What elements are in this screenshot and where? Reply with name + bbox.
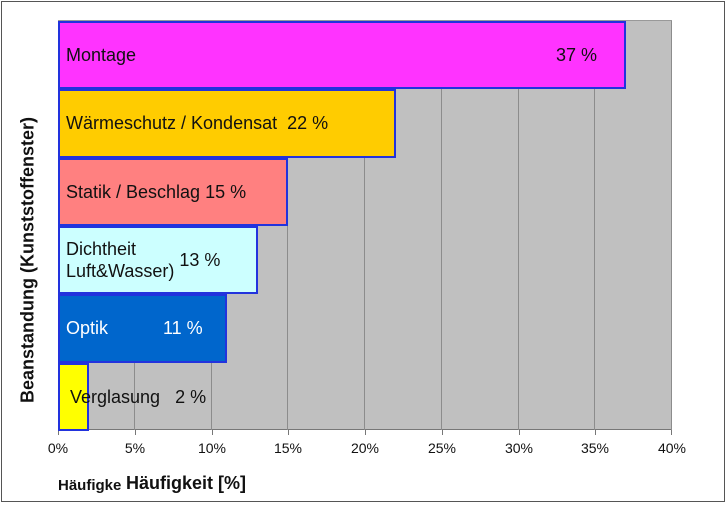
bar-value-label: 2 % [175,386,207,407]
x-tick-label: 0% [47,440,69,456]
gridline [518,21,519,430]
bar-optik [58,294,227,363]
bar-category-label: Verglasung 2 % [70,386,207,407]
x-tick-label: 10% [197,440,227,456]
x-tick-label: 20% [350,440,380,456]
x-tick-label: 30% [504,440,534,456]
x-tick [58,430,59,435]
bar-value-label: 22 % [287,113,329,133]
x-tick [288,430,289,435]
bar-value-label: 37 % [556,44,598,65]
gridline [671,21,672,430]
x-tick [595,430,596,435]
x-tick [671,430,672,435]
bar-value-label: 15 % [205,181,247,202]
gridline [441,21,442,430]
bar-category-label: Optik [66,318,109,338]
x-tick [365,430,366,435]
plot-area: Montage 37 % Wärmeschutz / Kondensat 22 % S… [58,20,672,435]
x-tick [212,430,213,435]
bar-value-label: 13 % [179,250,221,270]
gridline [364,21,365,430]
x-tick-label: 15% [273,440,303,456]
bar-statik-beschlag [58,158,288,226]
gridline [594,21,595,430]
bar-verglasung [58,363,89,431]
x-tick-label: 5% [124,440,146,456]
bar-category-label: Dichtheit Luft&Wasser) 13 % [66,239,221,281]
bar-wärmeschutz-kondensat [58,89,396,158]
bar-dichtheit-luft-wasser [58,226,258,294]
bar-value-label: 11 % [163,318,203,338]
bar-category-label: Wärmeschutz / Kondensat 22 % [66,113,329,133]
x-tick-label: 40% [657,440,687,456]
x-axis-label: Häufigkei Häufigkeit [%] [58,473,246,494]
x-tick-label: 35% [580,440,610,456]
x-tick [519,430,520,435]
bar-montage [58,21,626,89]
x-axis-label-text: Häufigkeit [%] [126,473,247,493]
x-axis-label-truncated: Häufigkei [58,477,121,494]
x-tick [135,430,136,435]
bar-category-label: Montage [66,44,137,65]
x-tick-label: 25% [427,440,457,456]
bar-category-label: Statik / Beschlag 15 % [66,181,247,202]
x-tick [442,430,443,435]
y-axis-label: Beanstandung (Kunststoffenster) [17,116,38,404]
